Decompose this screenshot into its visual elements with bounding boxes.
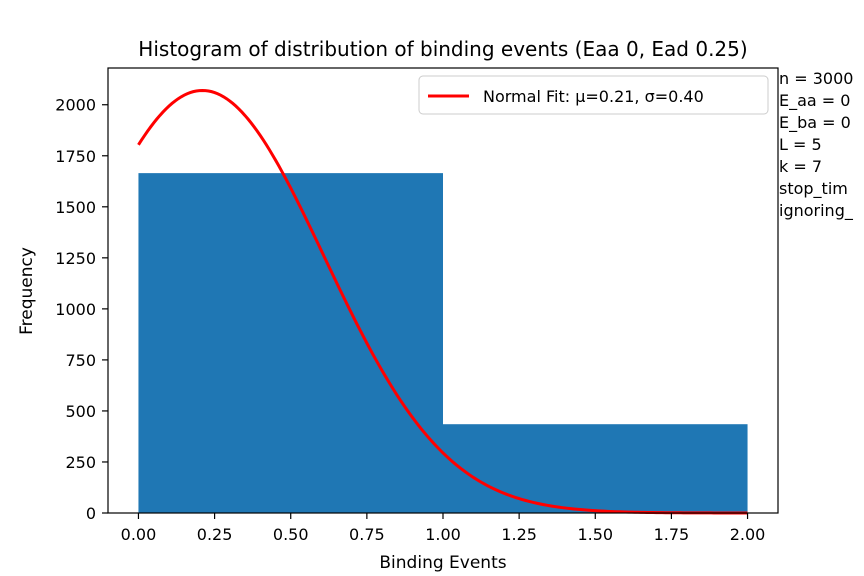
x-axis-ticks: 0.00 0.25 0.50 0.75 1.00 1.25 1.50 1.75 2.00: [121, 513, 766, 544]
y-tick-label: 1250: [55, 249, 96, 268]
x-tick-label: 1.75: [654, 525, 690, 544]
legend-fit-label: Normal Fit: μ=0.21, σ=0.40: [483, 87, 704, 106]
x-tick-label: 2.00: [730, 525, 766, 544]
x-tick-label: 1.00: [425, 525, 461, 544]
x-tick-label: 1.25: [501, 525, 537, 544]
y-axis-ticks: 0 250 500 750 1000 1250 1500 1750 2000: [55, 96, 108, 523]
x-tick-label: 1.50: [577, 525, 613, 544]
parameter-line: L = 5: [779, 135, 822, 154]
chart-title: Histogram of distribution of binding eve…: [138, 37, 747, 61]
y-tick-label: 1500: [55, 198, 96, 217]
parameter-line: n = 3000: [779, 69, 853, 88]
legend-box: [418, 75, 769, 115]
y-tick-label: 250: [65, 453, 96, 472]
x-tick-label: 0.50: [273, 525, 309, 544]
y-tick-label: 750: [65, 351, 96, 370]
parameter-line: stop_tim: [779, 179, 848, 199]
bars-layer: [138, 173, 748, 513]
y-tick-label: 0: [86, 504, 96, 523]
y-tick-label: 1000: [55, 300, 96, 319]
y-axis-label: Frequency: [17, 247, 37, 335]
y-tick-label: 2000: [55, 96, 96, 115]
histogram-bar-2: [443, 424, 748, 513]
x-tick-label: 0.25: [197, 525, 233, 544]
legend: Normal Fit: μ=0.21, σ=0.40: [418, 75, 769, 115]
parameter-line: ignoring_: [779, 201, 854, 221]
x-axis-label: Binding Events: [379, 553, 506, 573]
histogram-bar-1: [138, 173, 444, 513]
y-tick-label: 1750: [55, 147, 96, 166]
parameter-line: E_aa = 0: [779, 91, 850, 111]
y-tick-label: 500: [65, 402, 96, 421]
x-tick-label: 0.00: [121, 525, 157, 544]
parameter-annotations: n = 3000 E_aa = 0E_ba = 0 L = 5 k = 7 stop_t…: [779, 69, 854, 221]
parameter-line: k = 7: [779, 157, 822, 176]
parameter-line: E_ba = 0: [779, 113, 851, 133]
x-tick-label: 0.75: [349, 525, 385, 544]
